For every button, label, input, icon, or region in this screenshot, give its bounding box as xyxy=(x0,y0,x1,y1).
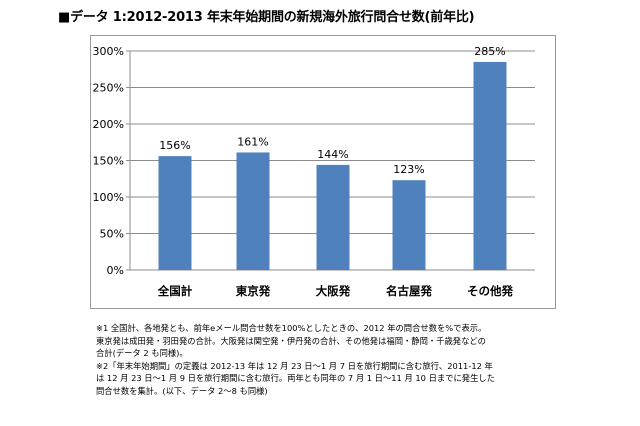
bar-value-label: 285% xyxy=(474,45,505,58)
x-category-label: その他発 xyxy=(467,284,513,298)
x-category-label: 東京発 xyxy=(236,284,271,298)
bar xyxy=(473,61,507,271)
x-category-label: 全国計 xyxy=(157,284,193,298)
footnote-line: は 12 月 23 日～1 月 9 日を旅行期間に含む旅行。両年とも同年の 7 … xyxy=(96,373,495,384)
x-category-label: 名古屋発 xyxy=(386,284,432,298)
chart-frame xyxy=(90,35,556,309)
footnote-line: ※1 全国計、各地発とも、前年eメール問合せ数を100%としたときの、2012 … xyxy=(96,323,487,333)
y-tick-label: 50% xyxy=(100,228,124,241)
y-tick-label: 0% xyxy=(107,264,124,277)
y-tick-label: 100% xyxy=(93,191,124,204)
bar-value-label: 123% xyxy=(393,163,424,176)
y-tick-label: 300% xyxy=(93,45,124,58)
bar-value-label: 156% xyxy=(159,139,190,152)
bar-value-label: 144% xyxy=(317,148,348,161)
bar xyxy=(158,156,192,270)
footnote-line: 合計(データ 2 も同様)。 xyxy=(96,348,188,359)
chart-title: ■データ 1:2012-2013 年末年始期間の新規海外旅行問合せ数(前年比) xyxy=(58,10,475,25)
y-tick-label: 250% xyxy=(93,82,124,95)
y-tick-label: 200% xyxy=(93,118,124,131)
footnote-line: ※2「年末年始期間」の定義は 2012-13 年は 12 月 23 日～1 月 … xyxy=(96,360,493,371)
y-tick-label: 150% xyxy=(93,155,124,168)
footnote-line: 東京発は成田発・羽田発の合計。大阪発は関空発・伊丹発の合計、その他発は福岡・静岡… xyxy=(96,335,486,346)
bar xyxy=(316,164,350,270)
bar xyxy=(392,180,426,270)
bar xyxy=(236,152,270,270)
footnotes: ※1 全国計、各地発とも、前年eメール問合せ数を100%としたときの、2012 … xyxy=(96,322,556,398)
x-category-label: 大阪発 xyxy=(316,284,351,298)
bar-value-label: 161% xyxy=(237,135,268,148)
footnote-line: 問合せ数を集計。(以下、データ 2～8 も同様) xyxy=(96,385,268,396)
